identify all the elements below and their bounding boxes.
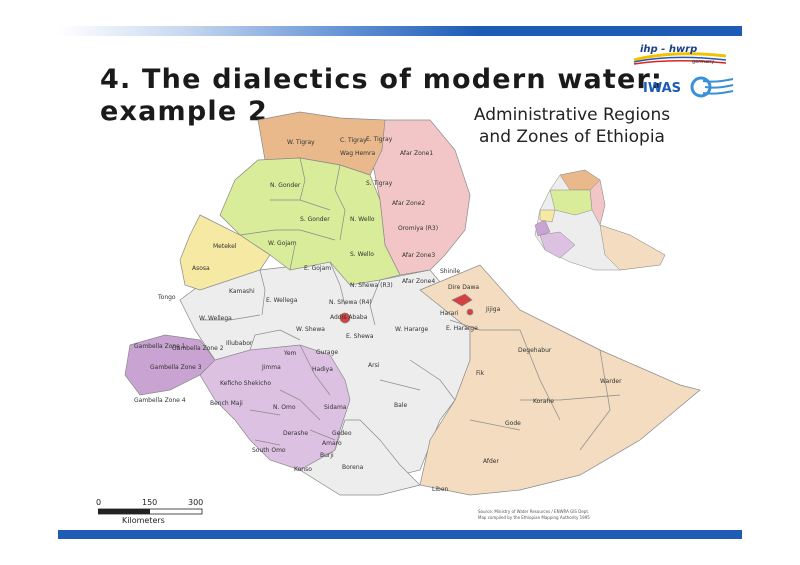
zone-afar2: Afar Zone2 xyxy=(392,200,426,207)
map-title-line1: Administrative Regions xyxy=(473,105,671,125)
region-amhara xyxy=(219,157,401,286)
zone-borena: Borena xyxy=(342,464,364,471)
slide-title-line1: 4. The dialectics of modern water: xyxy=(100,64,664,95)
zone-gambella-z4: Gambella Zone 4 xyxy=(134,397,186,404)
scale-tick-150: 150 xyxy=(142,498,158,507)
zone-gedeo: Gedeo xyxy=(332,430,352,437)
zone-s-omo: South Omo xyxy=(252,447,286,454)
inset-map xyxy=(534,169,666,271)
ihp-logo-text: ihp - hwrp xyxy=(640,44,697,55)
scale-unit: Kilometers xyxy=(122,516,165,525)
map-title: Administrative Regions and Zones of Ethi… xyxy=(462,104,682,148)
scale-bar: 0 150 300 Kilometers xyxy=(96,498,216,528)
zone-afar1: Afar Zone1 xyxy=(400,150,434,157)
zone-tongo: Tongo xyxy=(158,294,176,301)
source-line1: Source: Ministry of Water Resources / EN… xyxy=(478,509,590,514)
scale-tick-300: 300 xyxy=(188,498,204,507)
zone-kamashi: Kamashi xyxy=(229,288,255,295)
zone-sidama: Sidama xyxy=(324,404,347,411)
zone-yem: Yem xyxy=(284,350,297,357)
zone-burji: Burji xyxy=(320,452,334,459)
top-blue-bar xyxy=(58,26,742,36)
zone-n-omo: N. Omo xyxy=(273,404,296,411)
zone-shinile: Shinile xyxy=(440,268,461,275)
region-benishangul xyxy=(179,214,271,291)
iwas-logo: IWAS xyxy=(643,76,734,98)
zone-metekel: Metekel xyxy=(213,243,237,250)
zone-warder: Warder xyxy=(600,378,622,385)
zone-afar4: Afar Zone4 xyxy=(402,278,436,285)
region-oromiya-south xyxy=(299,419,421,496)
zone-arsi: Arsi xyxy=(368,362,380,369)
zone-hadiya: Hadiya xyxy=(312,366,333,373)
dire-dawa-area xyxy=(451,293,473,307)
region-somali xyxy=(419,264,701,496)
zone-w-gojam: W. Gojam xyxy=(268,240,297,247)
zone-gurage: Gurage xyxy=(316,349,339,356)
bottom-blue-bar xyxy=(58,530,742,539)
harari-marker xyxy=(466,308,474,316)
zone-n-gonder: N. Gonder xyxy=(270,182,301,189)
zone-addis: Addis Ababa xyxy=(330,314,368,321)
zone-degehabur: Degehabur xyxy=(518,347,552,354)
zone-asosa: Asosa xyxy=(192,265,210,272)
scale-tick-0: 0 xyxy=(96,498,102,507)
zone-jimma: Jimma xyxy=(262,364,281,371)
zone-w-shewa: W. Shewa xyxy=(296,326,325,333)
zone-afar3: Afar Zone3 xyxy=(402,252,436,259)
zone-liben: Liben xyxy=(432,486,449,493)
zone-s-gonder: S. Gonder xyxy=(300,216,330,223)
slide-title: 4. The dialectics of modern water: examp… xyxy=(100,64,663,128)
zone-harari: Harari xyxy=(440,310,459,317)
map-source: Source: Ministry of Water Resources / EN… xyxy=(478,509,590,521)
zone-afder: Afder xyxy=(483,458,499,465)
zone-w-hararge: W. Hararge xyxy=(395,326,429,333)
zone-e-gojam: E. Gojam xyxy=(304,265,332,272)
ihp-hwrp-logo: ihp - hwrp germany xyxy=(633,44,727,65)
map-title-line2: and Zones of Ethiopia xyxy=(479,127,665,147)
zone-e-tigray: E. Tigray xyxy=(366,136,393,143)
zone-amaro: Amaro xyxy=(322,440,342,447)
zone-gambella-z3: Gambella Zone 3 xyxy=(150,364,202,371)
zone-e-hararge: E. Hararge xyxy=(446,325,478,332)
zone-gode: Gode xyxy=(505,420,521,427)
iwas-logo-text: IWAS xyxy=(643,81,681,96)
zone-korahe: Korahe xyxy=(533,398,554,405)
zone-w-tigray: W. Tigray xyxy=(287,139,315,146)
zone-w-wellega: W. Wellega xyxy=(199,315,232,322)
zone-gambella-z1: Gambella Zone 1 xyxy=(134,343,186,350)
zone-s-wello: S. Wello xyxy=(350,251,374,258)
addis-ababa-marker xyxy=(339,312,351,324)
zone-kefficho: Keficho Shekicho xyxy=(220,380,272,387)
zone-bale: Bale xyxy=(394,402,408,409)
zone-derashe: Derashe xyxy=(283,430,309,437)
zone-dire-dawa: Dire Dawa xyxy=(448,284,480,291)
zone-n-shewa-r4: N. Shewa (R4) xyxy=(329,299,372,306)
zone-jijiga: Jijiga xyxy=(486,306,501,313)
source-line2: Map compiled by the Ethiopian Mapping Au… xyxy=(478,515,590,520)
zone-fik: Fik xyxy=(476,370,485,377)
region-afar xyxy=(369,119,471,276)
zone-n-shewa: N. Shewa (R3) xyxy=(350,282,393,289)
zone-illubabor: Illubabor xyxy=(226,340,253,347)
ihp-logo-sub: germany xyxy=(692,59,714,65)
zone-oromiya-r3: Oromiya (R3) xyxy=(398,225,439,232)
zone-bench-maji: Bench Maji xyxy=(210,400,243,407)
scale-bar-graphic xyxy=(98,508,203,515)
zone-s-tigray: S. Tigray xyxy=(366,180,393,187)
zone-e-shewa: E. Shewa xyxy=(346,333,374,340)
zone-wag-hemra: Wag Hemra xyxy=(340,150,376,157)
zone-e-wellega: E. Wellega xyxy=(266,297,298,304)
zone-konso: Konso xyxy=(294,466,312,473)
slide-title-line2: example 2 xyxy=(100,96,268,127)
zone-c-tigray: C. Tigray xyxy=(340,137,367,144)
zone-gambella-z2: Gambella Zone 2 xyxy=(172,345,224,352)
zone-n-wello: N. Wello xyxy=(350,216,375,223)
